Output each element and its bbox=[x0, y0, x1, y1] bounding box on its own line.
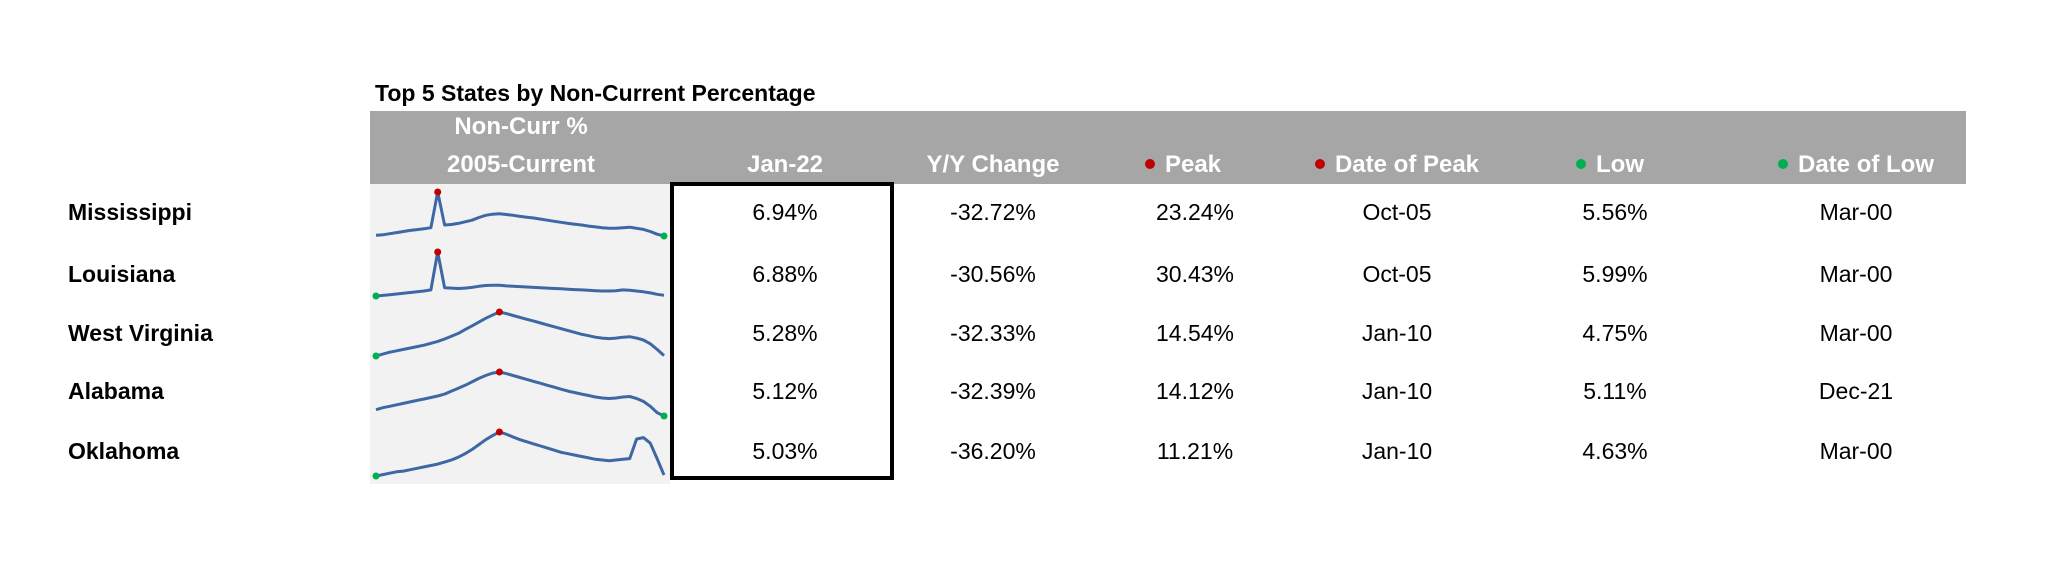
sparkline-chart bbox=[375, 368, 668, 420]
sparkline-line bbox=[375, 430, 666, 478]
table-row: Mississippi 6.94% -32.72% 23.24% Oct-05 … bbox=[0, 199, 2048, 259]
peak-marker-icon bbox=[1144, 158, 1155, 169]
date-of-peak-value: Jan-10 bbox=[1361, 438, 1433, 464]
sparkline-peak-point bbox=[495, 428, 503, 436]
header-yoy-change: Y/Y Change bbox=[926, 151, 1060, 178]
jan22-value: 6.94% bbox=[752, 199, 818, 225]
current-month-highlight-box bbox=[670, 182, 894, 480]
state-name: Mississippi bbox=[68, 199, 192, 225]
header-date-of-low: Date of Low bbox=[1778, 151, 1934, 179]
header-low: Low bbox=[1576, 151, 1644, 179]
peak-value: 14.12% bbox=[1155, 378, 1235, 404]
sparkline-peak-point bbox=[495, 308, 503, 316]
state-name: Alabama bbox=[68, 378, 164, 404]
table-row: Louisiana 6.88% -30.56% 30.43% Oct-05 5.… bbox=[0, 261, 2048, 321]
peak-marker-icon bbox=[1314, 158, 1325, 169]
header-sparkline-line1: Non-Curr % bbox=[454, 113, 588, 140]
date-of-peak-value: Jan-10 bbox=[1361, 320, 1433, 346]
date-of-low-value: Mar-00 bbox=[1819, 320, 1893, 346]
date-of-low-value: Dec-21 bbox=[1818, 378, 1894, 404]
sparkline-peak-point bbox=[434, 188, 442, 196]
sparkline-low-point bbox=[372, 352, 380, 360]
sparkline-area bbox=[370, 184, 670, 484]
jan22-value: 5.28% bbox=[752, 320, 818, 346]
low-value: 5.11% bbox=[1583, 378, 1647, 404]
header-peak: Peak bbox=[1144, 151, 1222, 179]
sparkline-low-point bbox=[372, 292, 380, 300]
peak-value: 11.21% bbox=[1156, 438, 1234, 464]
table-header: Non-Curr % 2005-Current Jan-22 Y/Y Chang… bbox=[370, 111, 1966, 184]
state-name: West Virginia bbox=[68, 320, 213, 346]
sparkline-peak-point bbox=[434, 248, 442, 256]
jan22-value: 5.03% bbox=[752, 438, 818, 464]
low-value: 5.99% bbox=[1582, 261, 1648, 287]
peak-value: 14.54% bbox=[1155, 320, 1235, 346]
sparkline-low-point bbox=[660, 232, 668, 240]
yoy-change-value: -32.33% bbox=[950, 320, 1036, 346]
peak-value: 23.24% bbox=[1155, 199, 1235, 225]
jan22-value: 5.12% bbox=[752, 378, 818, 404]
sparkline-chart bbox=[372, 428, 666, 480]
header-peak-label: Peak bbox=[1164, 151, 1222, 178]
yoy-change-value: -36.20% bbox=[950, 438, 1036, 464]
sparkline-chart bbox=[375, 188, 668, 240]
low-value: 4.75% bbox=[1582, 320, 1648, 346]
date-of-low-value: Mar-00 bbox=[1819, 261, 1893, 287]
yoy-change-value: -32.72% bbox=[950, 199, 1036, 225]
sparkline-line bbox=[375, 310, 666, 358]
low-value: 5.56% bbox=[1582, 199, 1648, 225]
date-of-low-value: Mar-00 bbox=[1819, 199, 1893, 225]
yoy-change-value: -30.56% bbox=[950, 261, 1036, 287]
peak-value: 30.43% bbox=[1155, 261, 1235, 287]
date-of-peak-value: Oct-05 bbox=[1362, 199, 1432, 225]
yoy-change-value: -32.39% bbox=[950, 378, 1036, 404]
low-marker-icon bbox=[1778, 158, 1788, 169]
header-current: Jan-22 bbox=[746, 151, 824, 178]
sparkline-line bbox=[375, 370, 665, 418]
date-of-peak-value: Jan-10 bbox=[1361, 378, 1433, 404]
table-row: Alabama 5.12% -32.39% 14.12% Jan-10 5.11… bbox=[0, 378, 2048, 438]
sparkline-low-point bbox=[660, 412, 668, 420]
low-marker-icon bbox=[1576, 158, 1586, 169]
date-of-peak-value: Oct-05 bbox=[1362, 261, 1432, 287]
sparkline-chart bbox=[372, 308, 666, 360]
table-row: Oklahoma 5.03% -36.20% 11.21% Jan-10 4.6… bbox=[0, 438, 2048, 498]
header-date-of-peak-label: Date of Peak bbox=[1334, 151, 1480, 178]
table-title: Top 5 States by Non-Current Percentage bbox=[375, 80, 816, 106]
header-sparkline-line2: 2005-Current bbox=[446, 151, 596, 178]
state-name: Louisiana bbox=[68, 261, 176, 287]
sparkline-line bbox=[375, 190, 665, 238]
sparkline-chart bbox=[372, 248, 665, 300]
sparkline-low-point bbox=[372, 472, 380, 480]
jan22-value: 6.88% bbox=[752, 261, 818, 287]
header-date-of-low-label: Date of Low bbox=[1798, 151, 1934, 178]
sparkline-peak-point bbox=[495, 368, 503, 376]
header-date-of-peak: Date of Peak bbox=[1314, 151, 1480, 179]
low-value: 4.63% bbox=[1582, 438, 1648, 464]
header-low-label: Low bbox=[1596, 151, 1644, 178]
state-name: Oklahoma bbox=[68, 438, 180, 464]
date-of-low-value: Mar-00 bbox=[1819, 438, 1893, 464]
table-row: West Virginia 5.28% -32.33% 14.54% Jan-1… bbox=[0, 320, 2048, 380]
sparkline-line bbox=[375, 250, 665, 298]
